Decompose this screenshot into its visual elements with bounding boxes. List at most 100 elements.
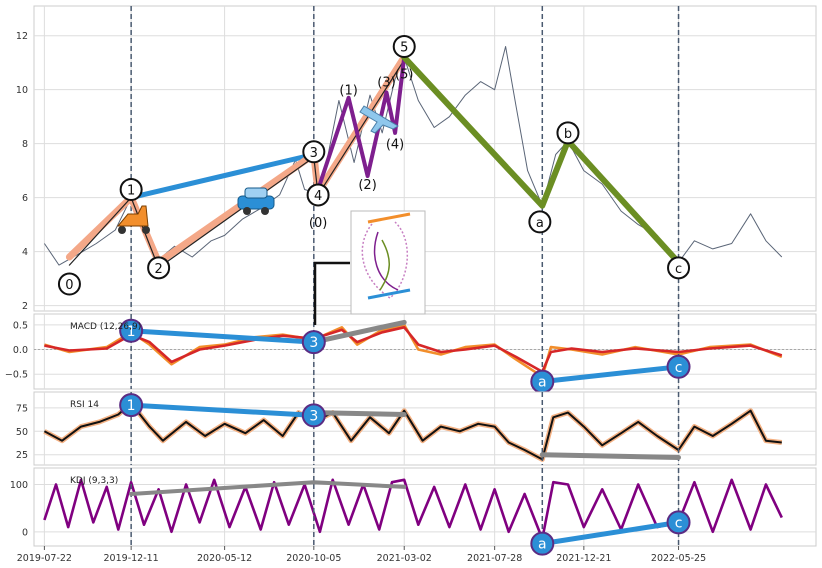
kdj-wave-0 [129,480,407,496]
rsi-wave-1 [311,410,407,417]
decorations [116,105,426,325]
kdj-panel-label: KDJ (9,3,3) [70,476,118,486]
rsi-panel-label: RSI 14 [70,400,99,410]
price-wave-label-circle [528,210,552,234]
scooter-icon [116,205,149,227]
price-wave-label: b [564,127,572,142]
x-tick-label: 2020-05-12 [197,553,252,564]
price-subwave-label: (2) [358,178,376,193]
price-ytick-label: 4 [22,247,28,258]
x-tick-label: 2021-03-02 [377,553,432,564]
macd-ytick-label: 0.5 [13,320,28,331]
x-tick-label: 2021-12-21 [556,553,611,564]
kdj-panel: 100 0 a c KDJ (9,3,3) [10,467,817,556]
kdj-wave-1 [539,519,681,547]
price-wave-label-circle [306,183,330,207]
macd-wave-label: a [538,375,547,391]
macd-wave-label: 3 [309,335,318,351]
price-wave-label: c [675,262,682,277]
x-tick-label: 2019-07-22 [17,553,72,564]
price-ytick-label: 6 [22,193,28,204]
kdj-wave-label-circle [666,510,691,535]
macd-panel: 0.5 0.0 −0.5 1 3 a c MACD (12,26,9) [5,313,817,394]
macd-ytick-label: 0.0 [13,345,28,356]
macd-wave-2 [539,364,681,385]
price-ytick-label: 2 [22,301,28,312]
kdj-series-0 [43,478,783,541]
rsi-wave-label: 1 [127,398,136,414]
x-tick-label: 2021-07-28 [467,553,522,564]
macd-wave-label: c [675,360,683,376]
price-subwave-label: (1) [339,84,357,99]
rsi-frame [33,391,817,466]
price-wave-label-circle [119,178,143,202]
macd-ytick-label: −0.5 [5,370,28,381]
price-wave-label: 0 [65,278,73,293]
kdj-wave-label: a [538,537,547,553]
callout-connector [313,261,350,325]
macd-wave-label-circle [666,354,691,379]
callout-inset-curve [361,221,408,299]
price-subwave-label: (3) [377,76,395,91]
price-wave-0 [128,152,317,201]
price-wave-label: a [536,216,544,231]
price-subwave-label: (4) [386,138,404,153]
macd-wave-1 [311,319,407,345]
price-wave-1 [65,53,408,266]
macd-wave-label-circle [301,330,326,355]
kdj-ytick-label: 100 [10,480,28,491]
price-subwave-label: (0) [309,216,327,231]
macd-series-1 [44,325,783,374]
kdj-ytick-label: 0 [22,527,28,538]
rsi-panel: 75 50 25 1 3 RSI 14 [16,391,817,466]
callout-inset-curve [367,212,411,224]
price-wave-label: 4 [314,189,322,204]
x-tick-label: 2020-10-05 [286,553,341,564]
car-icon [261,207,269,215]
scooter-icon [142,226,150,234]
macd-wave-0 [128,328,317,345]
rsi-wave-0 [128,402,317,418]
price-wave-label: 5 [400,40,408,55]
price-ytick-label: 10 [16,85,28,96]
rsi-wave-label-circle [119,393,144,418]
price-wave-label-circle [667,256,691,280]
airplane-icon [359,105,399,134]
rsi-ytick-label: 50 [16,427,28,438]
price-wave-label: 1 [127,184,135,199]
x-tick-label: 2019-12-11 [104,553,159,564]
rsi-ytick-label: 75 [16,403,28,414]
price-wave-label-circle [392,34,416,58]
price-subwave-label: (5) [395,67,413,82]
price-wave-label-circle [57,272,81,296]
macd-wave-label-circle [119,318,144,343]
x-tick-label: 2022-05-25 [651,553,706,564]
kdj-wave-label-circle [530,531,555,556]
callout-inset-curve [367,288,411,300]
price-wave-4 [401,54,682,266]
price-wave-label: 2 [154,262,162,277]
callout-inset-curve [379,239,390,291]
macd-panel-label: MACD (12,26,9) [70,322,141,332]
rsi-ytick-label: 25 [16,450,28,461]
price-ytick-label: 8 [22,139,28,150]
price-ytick-label: 12 [16,31,28,42]
rsi-wave-label-circle [301,403,326,428]
rsi-wave-label: 3 [309,408,318,424]
price-wave-label-circle [147,256,171,280]
scooter-icon [118,226,126,234]
callout-inset-curve [373,231,399,291]
macd-wave-label: 1 [127,324,136,340]
car-icon [244,187,268,199]
kdj-wave-label: c [675,515,683,531]
price-wave-3 [316,55,407,192]
callout-inset-box [350,210,426,315]
rsi-wave-2 [539,452,681,460]
price-wave-2 [68,59,405,269]
price-wave-label-circle [556,121,580,145]
rsi-series-0 [43,402,782,461]
car-icon [243,207,251,215]
price-wave-label-circle [302,140,326,164]
price-wave-label: 3 [310,146,318,161]
